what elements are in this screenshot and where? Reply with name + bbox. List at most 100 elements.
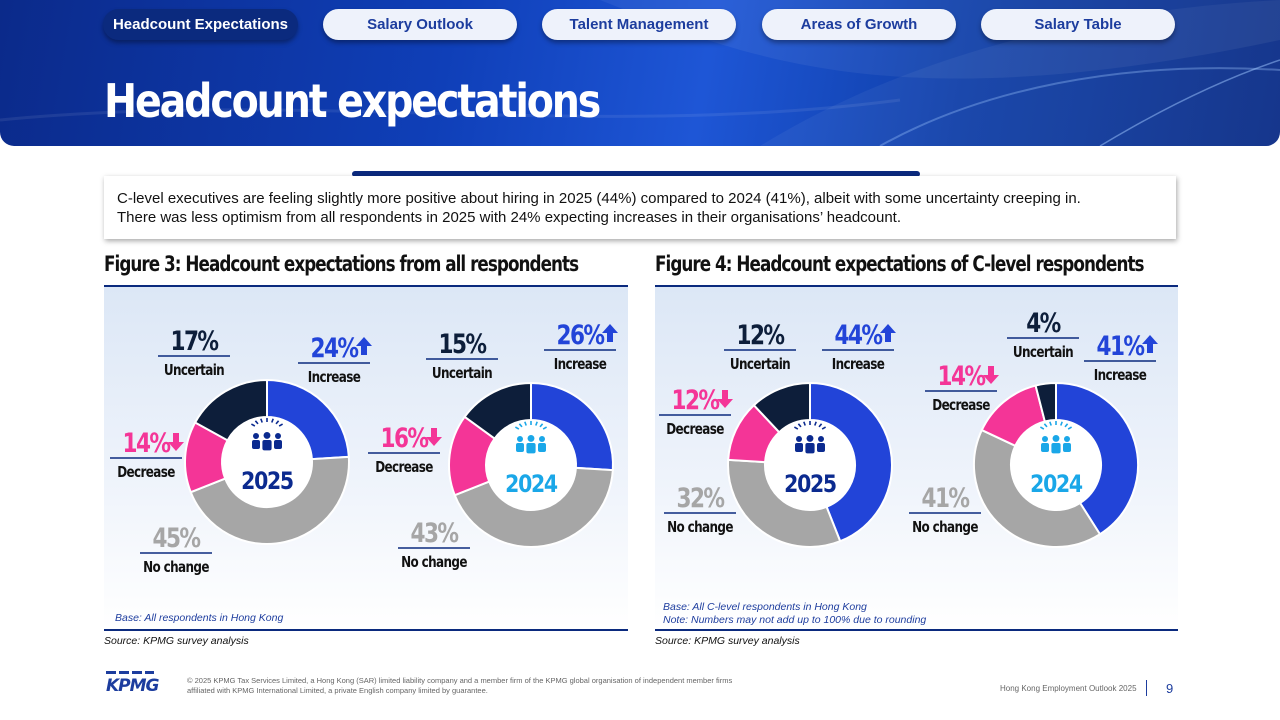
arrow-up-icon [1142,335,1158,353]
center-year-label: 2024 [1030,470,1082,498]
label-decrease: 14% Decrease [925,360,999,415]
data-label-value: 43% [411,517,459,549]
tab-talent-management[interactable]: Talent Management [542,9,736,40]
figure-3-base: Base: All respondents in Hong Kong [115,612,284,624]
data-label-value: 16% [381,422,429,454]
data-label-value: 14% [938,360,986,392]
legal-line-2: affiliated with KPMG International Limit… [187,686,488,695]
page-title: Headcount expectations [104,74,601,128]
legal-notice: © 2025 KPMG Tax Services Limited, a Hong… [187,676,787,696]
category-label: Decrease [375,459,433,477]
label-decrease: 14% Decrease [110,427,184,482]
data-label-value: 41% [922,482,970,514]
category-label: Decrease [117,464,175,482]
arrow-down-icon [168,433,184,451]
arrow-up-icon [602,324,618,342]
report-name: Hong Kong Employment Outlook 2025 [1000,684,1137,693]
donut-hole [486,420,576,510]
category-label: No change [667,519,733,537]
label-no-change: 32% No change [664,482,736,537]
arrow-down-icon [983,366,999,384]
people-icon [793,421,827,454]
tab-headcount-expectations[interactable]: Headcount Expectations [103,9,298,40]
category-label: Uncertain [1013,344,1073,362]
label-uncertain: 15% Uncertain [426,328,498,383]
summary-line-1: C-level executives are feeling slightly … [117,190,1081,207]
arrow-down-icon [426,428,442,446]
footer-separator [1146,680,1147,696]
figure-3-chart: 2025 24% Increase 45% No change 14% Decrease 17… [110,319,618,577]
legal-line-1: © 2025 KPMG Tax Services Limited, a Hong… [187,676,733,685]
category-label: No change [143,559,209,577]
category-label: Uncertain [730,356,790,374]
summary-box: C-level executives are feeling slightly … [104,176,1176,239]
header-banner: Headcount Expectations Salary Outlook Ta… [0,0,1280,146]
label-decrease: 16% Decrease [368,422,442,477]
label-increase: 26% Increase [544,319,618,374]
section-divider [352,171,920,177]
category-label: Uncertain [164,362,224,380]
label-uncertain: 12% Uncertain [724,319,796,374]
category-label: Increase [554,356,607,374]
slice-increase [809,381,893,543]
label-no-change: 45% No change [140,522,212,577]
data-label-value: 14% [123,427,171,459]
label-uncertain: 4% Uncertain [1007,307,1079,362]
center-year-label: 2025 [241,467,293,495]
kpmg-logo: KPMG [106,671,160,696]
category-label: No change [401,554,467,572]
data-label-value: 32% [677,482,725,514]
arrow-down-icon [717,390,733,408]
people-icon [250,418,284,451]
summary-line-2: There was less optimism from all respond… [117,209,902,226]
data-label-value: 12% [737,319,785,351]
data-label-value: 45% [153,522,201,554]
data-label-value: 26% [557,319,605,351]
label-no-change: 41% No change [909,482,981,537]
label-increase: 41% Increase [1084,330,1158,385]
tab-salary-table[interactable]: Salary Table [981,9,1175,40]
label-increase: 44% Increase [822,319,896,374]
arrow-up-icon [356,337,372,355]
data-label-value: 17% [171,325,219,357]
data-label-value: 12% [672,384,720,416]
figure-4-note: Note: Numbers may not add up to 100% due… [663,614,927,626]
figure-4-source: Source: KPMG survey analysis [655,635,800,647]
category-label: Decrease [932,397,990,415]
data-label-value: 44% [835,319,883,351]
label-uncertain: 17% Uncertain [158,325,230,380]
tab-areas-of-growth[interactable]: Areas of Growth [762,9,956,40]
label-no-change: 43% No change [398,517,470,572]
people-icon [514,421,548,454]
figure-3-source: Source: KPMG survey analysis [104,635,249,647]
data-label-value: 4% [1026,307,1061,339]
figure-4-base: Base: All C-level respondents in Hong Ko… [663,601,867,613]
category-label: Decrease [666,421,724,439]
page-number: 9 [1166,681,1174,696]
label-decrease: 12% Decrease [659,384,733,439]
figure-3-title: Figure 3: Headcount expectations from al… [104,252,579,276]
data-label-value: 24% [311,332,359,364]
category-label: Uncertain [432,365,492,383]
center-year-label: 2025 [784,470,836,498]
data-label-value: 41% [1097,330,1145,362]
tab-bar: Headcount Expectations Salary Outlook Ta… [103,9,1183,41]
donut-chart-2024: 2024 41% Increase 41% No change 14% Decrease 4%… [909,307,1158,548]
category-label: Increase [832,356,885,374]
arrow-up-icon [880,324,896,342]
donut-chart-2024: 2024 26% Increase 43% No change 16% Decrease 15… [368,319,618,572]
tab-salary-outlook[interactable]: Salary Outlook [323,9,517,40]
donut-hole [765,420,855,510]
donut-hole [1011,420,1101,510]
donut-chart-2025: 2025 24% Increase 45% No change 14% Decrease 17… [110,325,372,577]
category-label: Increase [1094,367,1147,385]
people-icon [1039,421,1073,454]
category-label: No change [912,519,978,537]
figure-4-title: Figure 4: Headcount expectations of C-le… [655,252,1145,276]
figure-4-panel: 2025 44% Increase 32% No change 12% Decrease 12… [655,285,1178,631]
center-year-label: 2024 [505,470,557,498]
category-label: Increase [308,369,361,387]
figure-3-panel: 2025 24% Increase 45% No change 14% Decrease 17… [104,285,628,631]
